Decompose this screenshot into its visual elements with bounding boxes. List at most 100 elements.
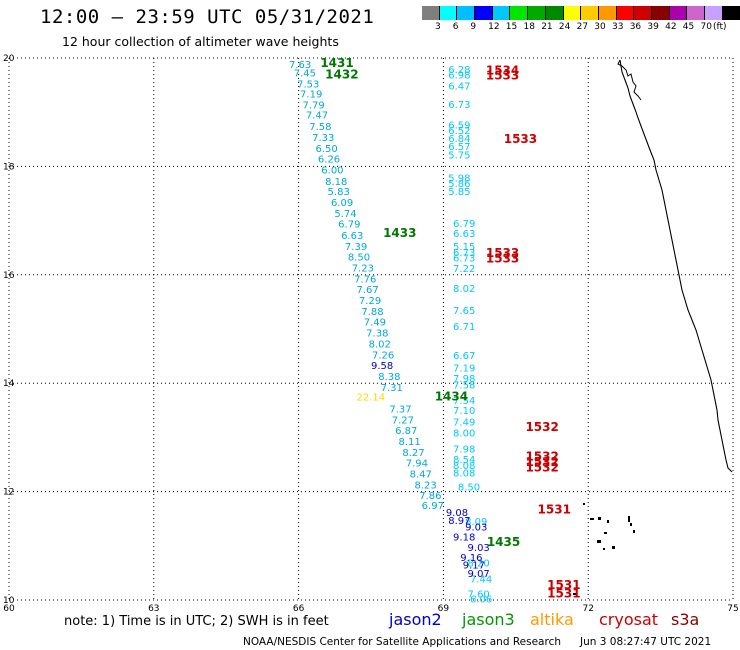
- y-tick-label: 10: [3, 596, 15, 606]
- swh-value: 7.63: [289, 60, 311, 71]
- x-tick-label: 72: [582, 604, 593, 614]
- swh-value: 8.00: [453, 428, 475, 439]
- coastline: [573, 59, 733, 595]
- swh-value: 9.03: [468, 543, 490, 554]
- colorbar-label: 36: [629, 22, 642, 32]
- swh-value: 7.88: [361, 307, 383, 318]
- colorbar-swatch: [510, 6, 529, 20]
- pass-number: 1433: [383, 226, 416, 240]
- colorbar-swatch: [439, 6, 458, 20]
- legend-cryosat: cryosat: [599, 610, 659, 629]
- swh-value: 6.63: [453, 229, 475, 240]
- swh-value: 7.23: [352, 264, 374, 275]
- swh-value: 7.19: [300, 90, 322, 101]
- swh-value: 8.08: [453, 461, 475, 472]
- colorbar-swatch: [492, 6, 511, 20]
- swh-value: 7.29: [359, 296, 381, 307]
- colorbar-label: 15: [505, 22, 518, 32]
- colorbar-swatch: [528, 6, 546, 20]
- swh-value: 7.38: [366, 329, 388, 340]
- gujarat-coast: [617, 59, 642, 101]
- swh-value: 7.44: [470, 575, 492, 586]
- swh-value: 6.00: [321, 165, 343, 176]
- colorbar-swatch: [705, 6, 723, 20]
- pass-number: 1434: [435, 390, 468, 404]
- footnote: note: 1) Time is in UTC; 2) SWH is in fe…: [64, 614, 329, 629]
- swh-value: 9.17: [463, 561, 485, 572]
- swh-value: 6.73: [448, 100, 470, 111]
- pass-number: 1435: [487, 535, 520, 549]
- swh-value: 7.79: [302, 100, 324, 111]
- swh-value: 5.85: [448, 187, 470, 198]
- swh-value: 7.39: [345, 242, 367, 253]
- x-tick-label: 66: [293, 604, 305, 614]
- swh-value: 8.38: [378, 372, 400, 383]
- colorbar-swatch: [457, 6, 476, 20]
- swh-value: 6.67: [453, 351, 475, 362]
- swh-value: 6.06: [470, 595, 492, 606]
- colorbar-swatch: [669, 6, 688, 20]
- swh-value: 6.52: [448, 126, 470, 137]
- swh-value: 6.28: [448, 65, 470, 76]
- swh-value: 7.53: [297, 79, 319, 90]
- swh-value: 6.79: [453, 219, 475, 230]
- swh-value: 6.63: [341, 231, 363, 242]
- pass-number: 1532: [525, 450, 558, 464]
- colorbar-swatch: [475, 6, 493, 20]
- swh-value: 6.26: [318, 155, 340, 166]
- legend-s3a: s3a: [671, 610, 700, 629]
- swh-value: 6.71: [453, 322, 475, 333]
- colorbar-swatch: [651, 6, 670, 20]
- colorbar-label: 33: [612, 22, 624, 32]
- colorbar-label: 18: [523, 22, 535, 32]
- swh-value: 7.37: [389, 404, 411, 415]
- swh-value: 7.86: [419, 491, 441, 502]
- colorbar-unit: (ft): [713, 22, 727, 32]
- lat-lon-grid: 60 63 66 69 72 75 10 12 14 16 18 20: [3, 54, 739, 614]
- pass-number: 1432: [325, 68, 358, 82]
- swh-value: 6.73: [453, 253, 475, 264]
- swh-value: 8.50: [348, 253, 370, 264]
- swh-value: 7.26: [372, 350, 394, 361]
- swh-value: 6.47: [448, 81, 470, 92]
- colorbar-label: 24: [558, 22, 571, 32]
- swh-value: 8.18: [325, 177, 347, 188]
- swh-value: 8.47: [410, 470, 432, 481]
- swh-value: 6.84: [448, 134, 470, 145]
- pass-number: 1532: [525, 455, 558, 469]
- swh-value: 8.50: [458, 483, 480, 494]
- colorbar-swatch: [722, 6, 740, 20]
- colorbar-swatch: [422, 6, 440, 20]
- island-markers: [573, 503, 635, 595]
- y-tick-label: 12: [3, 488, 14, 498]
- swh-value: 7.65: [453, 306, 475, 317]
- swh-value: 6.50: [315, 144, 337, 155]
- pass-number: 1531: [538, 502, 571, 516]
- swh-value: 7.19: [453, 363, 475, 374]
- india-west-coast: [619, 59, 733, 473]
- swh-value: 8.09: [465, 517, 487, 528]
- pass-number: 1532: [525, 420, 558, 434]
- y-tick-label: 14: [3, 379, 15, 389]
- swh-value: 7.98: [453, 445, 475, 456]
- x-tick-label: 69: [438, 604, 450, 614]
- swh-value: 7.33: [312, 133, 334, 144]
- pass-number: 1533: [486, 251, 519, 265]
- swh-value: 8.11: [399, 437, 421, 448]
- swh-value: 7.67: [357, 285, 379, 296]
- swh-value: 5.74: [334, 209, 356, 220]
- colorbar-label: 6: [452, 22, 459, 32]
- swh-value: 6.73: [453, 248, 475, 259]
- swh-value: 8.27: [402, 448, 424, 459]
- swh-value: 6.59: [448, 120, 470, 131]
- colorbar-label: 9: [470, 22, 477, 32]
- swh-value: 7.94: [406, 459, 428, 470]
- swh-value: 6.97: [422, 501, 444, 512]
- colorbar-swatch: [687, 6, 705, 20]
- swh-value: 7.49: [453, 417, 475, 428]
- colorbar-label: 70: [700, 22, 712, 32]
- swh-value: 5.86: [448, 179, 470, 190]
- colorbar-swatch: [545, 6, 564, 20]
- swh-value: 6.57: [448, 142, 470, 153]
